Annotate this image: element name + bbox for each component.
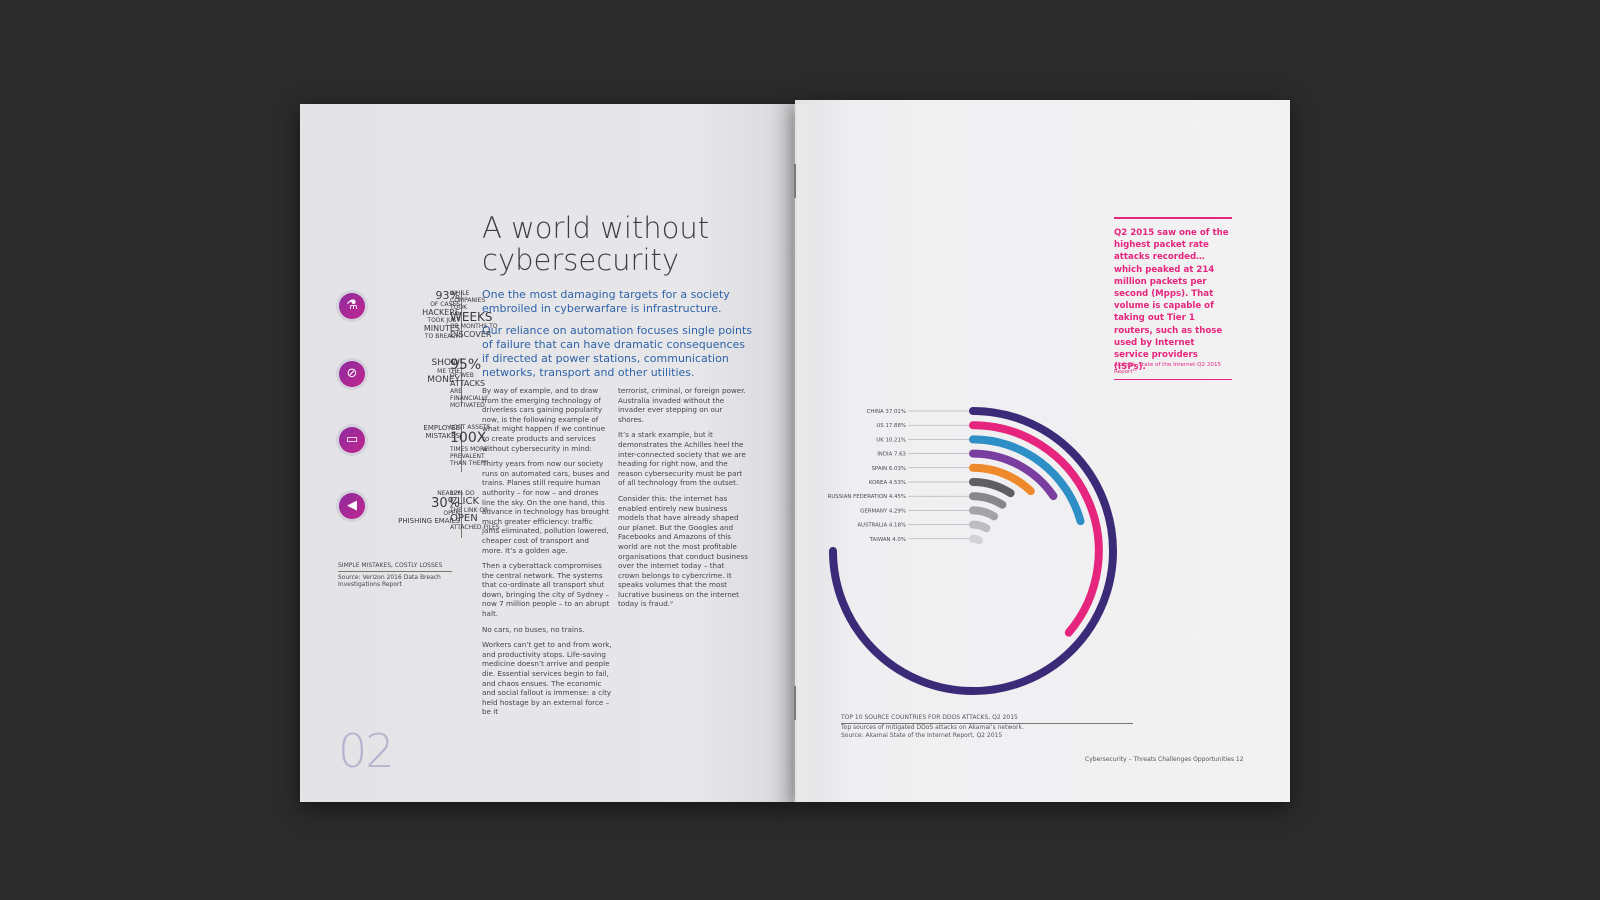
stat-employee-mistakes: ▭ EMPLOYEE MISTAKES LOST ASSETS 100x TIM… <box>336 424 490 474</box>
chart-caption-source: Source: Akamai State of the Internet Rep… <box>841 732 1003 739</box>
caption-heading: SIMPLE MISTAKES, COSTLY LOSSES <box>338 562 452 572</box>
body-paragraph: Thirty years from now our society runs o… <box>482 459 610 555</box>
chart-arc-2 <box>969 435 1085 526</box>
stat-left-text: SHOW ME THE MONEY <box>427 358 460 385</box>
chart-caption-heading: TOP 10 SOURCE COUNTRIES FOR DDOS ATTACKS… <box>841 714 1133 724</box>
chart-arc-0 <box>829 407 1117 695</box>
body-paragraph: terrorist, criminal, or foreign power. A… <box>618 386 746 424</box>
body-paragraph: It’s a stark example, but it demonstrate… <box>618 430 746 488</box>
page-footer: Cybersecurity – Threats Challenges Oppor… <box>1085 756 1244 763</box>
stat-money: ⊘ SHOW ME THE MONEY 95% OF WEB ATTACKS A… <box>336 358 488 409</box>
chart-arc-6 <box>969 492 1007 509</box>
phishing-fish-icon: ◀ <box>336 490 368 522</box>
chart-arc-4 <box>969 463 1035 496</box>
chart-label: CHINA 37.01% <box>867 409 906 415</box>
chart-label: GERMANY 4.29% <box>860 508 906 514</box>
page-number: 02 <box>338 724 395 778</box>
magazine-spread: A world without cybersecurity One the mo… <box>300 100 1290 802</box>
stat-divider <box>461 490 462 538</box>
body-column-1: By way of example, and to draw from the … <box>482 386 612 723</box>
stat-right-text: 95% OF WEB ATTACKS ARE FINANCIALLY MOTIV… <box>450 357 488 409</box>
lead-paragraph-1: One the most damaging targets for a soci… <box>482 288 730 315</box>
spine-shadow <box>770 104 820 802</box>
stat-right-text: 12% DO CLICK THE LINK OR OPEN ATTACHED F… <box>450 490 500 531</box>
body-paragraph: Workers can’t get to and from work, and … <box>482 640 612 717</box>
stat-left-text: NEARLY 30% OPEN PHISHING EMAILS <box>398 490 460 525</box>
right-page: Q2 2015 saw one of the highest packet ra… <box>795 100 1290 802</box>
chart-label: UK 10.21% <box>876 437 906 443</box>
chart-label: US 17.88% <box>876 423 906 429</box>
left-page: A world without cybersecurity One the mo… <box>300 104 795 802</box>
stat-hackers: ⚗ 93% OF CASES HACKERS TOOK JUST MINUTES… <box>336 290 497 340</box>
body-paragraph: Then a cyberattack compromises the centr… <box>482 561 610 619</box>
binding-mark <box>794 164 796 198</box>
stats-caption: SIMPLE MISTAKES, COSTLY LOSSES Source: V… <box>338 562 452 589</box>
binding-mark <box>794 686 796 720</box>
stat-divider <box>461 290 462 338</box>
folder-icon: ▭ <box>336 424 368 456</box>
chart-caption: TOP 10 SOURCE COUNTRIES FOR DDOS ATTACKS… <box>841 714 1133 740</box>
callout-source: Akamai, State of the Internet Q2 2015 Re… <box>1114 362 1222 375</box>
money-clip-icon: ⊘ <box>336 358 368 390</box>
stat-divider <box>461 358 462 406</box>
chart-arc-5 <box>969 478 1015 498</box>
callout-quote: Q2 2015 saw one of the highest packet ra… <box>1114 217 1232 381</box>
body-column-2: terrorist, criminal, or foreign power. A… <box>618 386 748 615</box>
chart-label: SPAIN 6.03% <box>872 466 906 472</box>
radial-bar-chart: CHINA 37.01% US 17.88% UK 10.21% INDIA 7.63… <box>828 407 1117 695</box>
body-paragraph: Consider this: the internet has enabled … <box>618 493 748 609</box>
caption-source: Source: Verizon 2016 Data Breach Investi… <box>338 573 441 589</box>
hacker-bottle-icon: ⚗ <box>336 290 368 322</box>
chart-label: TAIWAN 4.0% <box>869 537 906 543</box>
chart-arc-8 <box>969 520 991 533</box>
chart-arc-9 <box>969 534 983 545</box>
chart-label: RUSSIAN FEDERATION 4.45% <box>828 494 906 500</box>
chart-label: AUSTRALIA 4.18% <box>857 523 906 529</box>
stat-right-text: WHILE COMPANIES TOOK WEEKS OR MONTHS TO … <box>450 290 498 339</box>
stat-right-text: LOST ASSETS 100x TIMES MORE PREVALENT TH… <box>450 424 491 467</box>
chart-caption-line: Top sources of mitigated DDoS attacks on… <box>841 724 1024 731</box>
lead-paragraph-2: Our reliance on automation focuses singl… <box>482 324 753 379</box>
stat-left-text: 93% OF CASES HACKERS TOOK JUST MINUTES T… <box>422 289 460 340</box>
stat-divider <box>461 424 462 472</box>
page-title: A world without cybersecurity <box>482 211 710 277</box>
stat-left-text: EMPLOYEE MISTAKES <box>423 424 460 440</box>
chart-arc-7 <box>969 506 999 521</box>
chart-label: KOREA 4.53% <box>869 480 906 486</box>
body-paragraph: No cars, no buses, no trains. <box>482 624 585 634</box>
chart-arc-1 <box>969 421 1103 637</box>
chart-arc-3 <box>969 449 1058 501</box>
body-paragraph: By way of example, and to draw from the … <box>482 386 606 453</box>
stat-phishing: ◀ NEARLY 30% OPEN PHISHING EMAILS 12% DO… <box>336 490 500 540</box>
chart-label: INDIA 7.63 <box>877 452 906 458</box>
